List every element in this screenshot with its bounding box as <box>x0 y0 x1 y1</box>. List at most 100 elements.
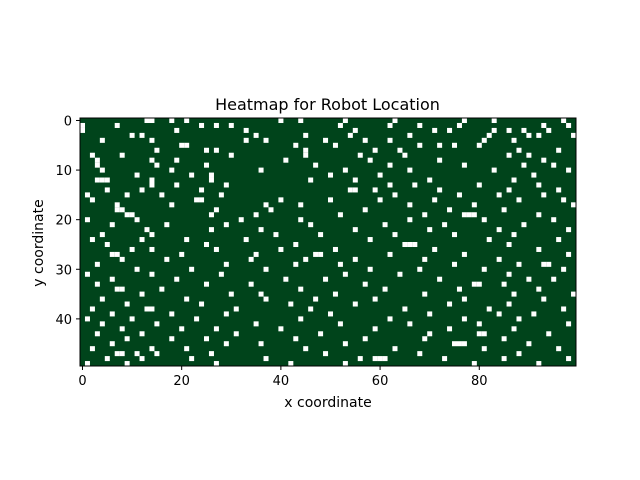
heatmap-cell <box>506 271 512 277</box>
heatmap-cell <box>134 217 140 223</box>
heatmap-cell <box>352 187 358 193</box>
heatmap-cell <box>422 336 428 342</box>
heatmap-cell <box>124 212 130 218</box>
heatmap-cell <box>258 291 264 297</box>
heatmap-cell <box>526 276 532 282</box>
heatmap-cell <box>407 167 413 173</box>
heatmap-cell <box>213 207 219 213</box>
heatmap-cell <box>531 311 537 317</box>
heatmap-cell <box>313 296 319 302</box>
heatmap-cell <box>89 197 95 203</box>
heatmap-cell <box>154 162 160 168</box>
heatmap-cell <box>134 351 140 357</box>
heatmap-cell <box>204 162 210 168</box>
heatmap-cell <box>298 202 304 208</box>
heatmap-cell <box>104 177 110 183</box>
heatmap-cell <box>536 286 542 292</box>
heatmap-cell <box>541 192 547 198</box>
heatmap-cell <box>456 341 462 347</box>
heatmap-cell <box>99 296 105 302</box>
heatmap-cell <box>184 118 190 124</box>
heatmap-cell <box>352 127 358 133</box>
heatmap-cell <box>169 336 175 342</box>
heatmap-cell <box>486 132 492 138</box>
heatmap-cell <box>149 246 155 252</box>
heatmap-cell <box>337 321 343 327</box>
heatmap-cell <box>506 152 512 158</box>
heatmap-cell <box>352 301 358 307</box>
heatmap-cell <box>496 227 502 233</box>
heatmap-cell <box>253 251 259 257</box>
heatmap-cell <box>248 256 254 262</box>
heatmap-cell <box>362 207 368 213</box>
heatmap-cell <box>84 271 90 277</box>
heatmap-cell <box>342 167 348 173</box>
heatmap-cell <box>387 137 393 143</box>
heatmap-cell <box>298 286 304 292</box>
heatmap-cell <box>169 311 175 317</box>
heatmap-cell <box>149 137 155 143</box>
heatmap-cell <box>189 356 195 362</box>
y-axis: 0 10 20 30 40 <box>55 114 80 328</box>
heatmap-cell <box>357 356 363 362</box>
heatmap-cell <box>119 256 125 262</box>
heatmap-cell <box>337 122 343 128</box>
heatmap-cell <box>432 246 438 252</box>
heatmap-cell <box>94 162 100 168</box>
heatmap-cell <box>189 172 195 178</box>
heatmap-cell <box>164 222 170 228</box>
heatmap-cell <box>342 341 348 347</box>
heatmap-cell <box>164 256 170 262</box>
heatmap-cell <box>556 187 562 193</box>
heatmap-cell <box>139 187 145 193</box>
heatmap-cell <box>337 212 343 218</box>
heatmap-cell <box>169 202 175 208</box>
heatmap-cell <box>437 276 443 282</box>
heatmap-cell <box>471 361 477 367</box>
heatmap-cell <box>496 192 502 198</box>
heatmap-cell <box>199 197 205 203</box>
heatmap-cell <box>397 271 403 277</box>
heatmap-cell <box>352 177 358 183</box>
heatmap-cell <box>89 306 95 312</box>
heatmap-cell <box>204 147 210 153</box>
heatmap-cell <box>526 152 532 158</box>
heatmap-cell <box>129 246 135 252</box>
heatmap-cell <box>476 142 482 148</box>
heatmap-cell <box>511 137 517 143</box>
heatmap-cell <box>447 127 453 133</box>
heatmap-cell <box>228 152 234 158</box>
heatmap-cell <box>149 177 155 183</box>
heatmap-cell <box>491 167 497 173</box>
heatmap-cells <box>80 118 577 367</box>
heatmap-cell <box>447 326 453 332</box>
heatmap-cell <box>94 177 100 183</box>
heatmap-cell <box>362 281 368 287</box>
heatmap-cell <box>204 336 210 342</box>
heatmap-cell <box>228 291 234 297</box>
heatmap-cell <box>551 162 557 168</box>
heatmap-cell <box>248 281 254 287</box>
heatmap-cell <box>184 346 190 352</box>
heatmap-cell <box>303 132 309 138</box>
heatmap-cell <box>94 281 100 287</box>
heatmap-cell <box>303 152 309 158</box>
heatmap-cell <box>516 147 522 153</box>
heatmap-cell <box>213 361 219 367</box>
heatmap-cell <box>536 246 542 252</box>
heatmap-cell <box>471 202 477 208</box>
heatmap-cell <box>213 246 219 252</box>
y-tick-label: 0 <box>64 114 72 129</box>
heatmap-cell <box>392 346 398 352</box>
heatmap-cell <box>258 341 264 347</box>
heatmap-cell <box>124 301 130 307</box>
heatmap-cell <box>452 341 458 347</box>
heatmap-cell <box>318 331 324 337</box>
heatmap-cell <box>174 182 180 188</box>
heatmap-cell <box>298 316 304 322</box>
heatmap-cell <box>288 361 294 367</box>
heatmap-cell <box>149 346 155 352</box>
heatmap-cell <box>169 167 175 173</box>
heatmap-cell <box>84 217 90 223</box>
